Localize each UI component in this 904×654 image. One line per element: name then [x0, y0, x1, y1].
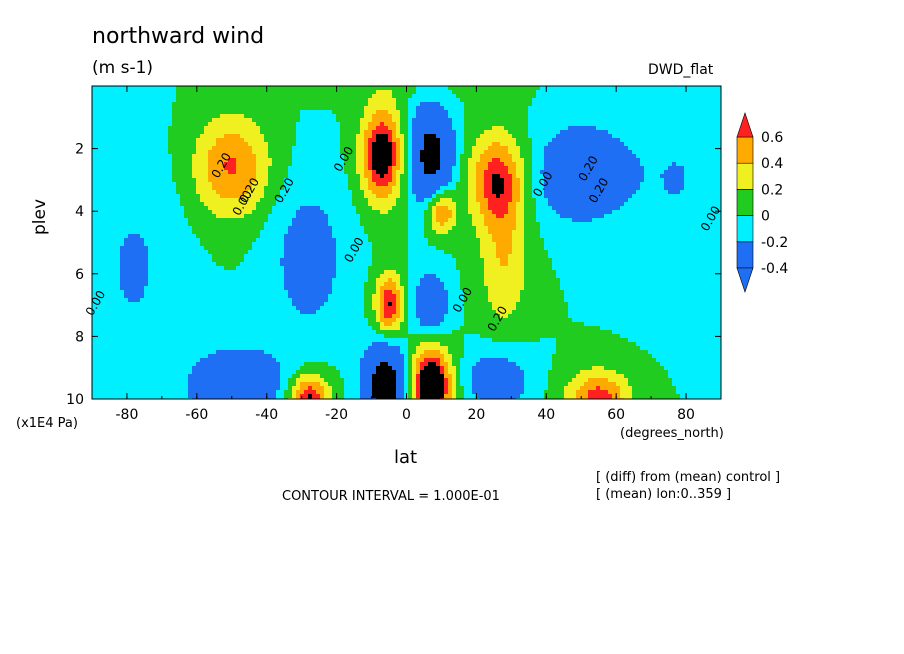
x-axis: -80 -60 -40 -20 0 20 40 60 80 [91, 86, 722, 423]
colorbar-label: 0.2 [761, 182, 783, 198]
colorbar-segment [736, 162, 754, 190]
contour-interval-label: CONTOUR INTERVAL = 1.000E-01 [282, 489, 500, 504]
x-axis-label: lat [394, 447, 418, 468]
y-tick-label: 2 [75, 142, 84, 158]
colorbar-high-arrow [736, 112, 754, 138]
y-tick-label: 10 [66, 392, 84, 408]
x-tick-label: -80 [116, 407, 139, 423]
x-tick-label: 80 [677, 407, 695, 423]
colorbar-segment [736, 189, 754, 216]
colorbar-segment [736, 215, 754, 243]
colorbar-segment [736, 241, 754, 269]
x-tick-label: 60 [607, 407, 625, 423]
x-axis-units: (degrees_north) [620, 426, 724, 441]
chart-title: northward wind [92, 24, 265, 49]
chart-units: (m s-1) [92, 58, 154, 78]
colorbar-label: -0.2 [761, 235, 788, 251]
colorbar: 0.6 0.4 0.2 0 -0.2 -0.4 [736, 112, 788, 293]
colorbar-label: -0.4 [761, 261, 788, 277]
colorbar-segment [736, 136, 754, 164]
y-tick-label: 6 [75, 267, 84, 283]
contour-field [92, 86, 721, 399]
x-tick-label: -20 [325, 407, 348, 423]
x-tick-label: 20 [467, 407, 485, 423]
x-tick-label: 40 [537, 407, 555, 423]
colorbar-label: 0 [761, 209, 770, 225]
y-axis: 2 4 6 8 10 [66, 142, 721, 408]
y-tick-label: 4 [75, 204, 84, 220]
y-tick-label: 8 [75, 329, 84, 345]
y-axis-multiplier: (x1E4 Pa) [16, 416, 78, 431]
diff-note: [ (diff) from (mean) control ] [596, 470, 781, 485]
colorbar-low-arrow [736, 267, 754, 293]
mean-note: [ (mean) lon:0..359 ] [596, 487, 732, 502]
x-tick-label: -40 [255, 407, 278, 423]
x-tick-label: 0 [402, 407, 411, 423]
colorbar-label: 0.4 [761, 156, 783, 172]
dataset-label: DWD_flat [648, 62, 714, 78]
colorbar-label: 0.6 [761, 130, 783, 146]
x-tick-label: -60 [185, 407, 208, 423]
